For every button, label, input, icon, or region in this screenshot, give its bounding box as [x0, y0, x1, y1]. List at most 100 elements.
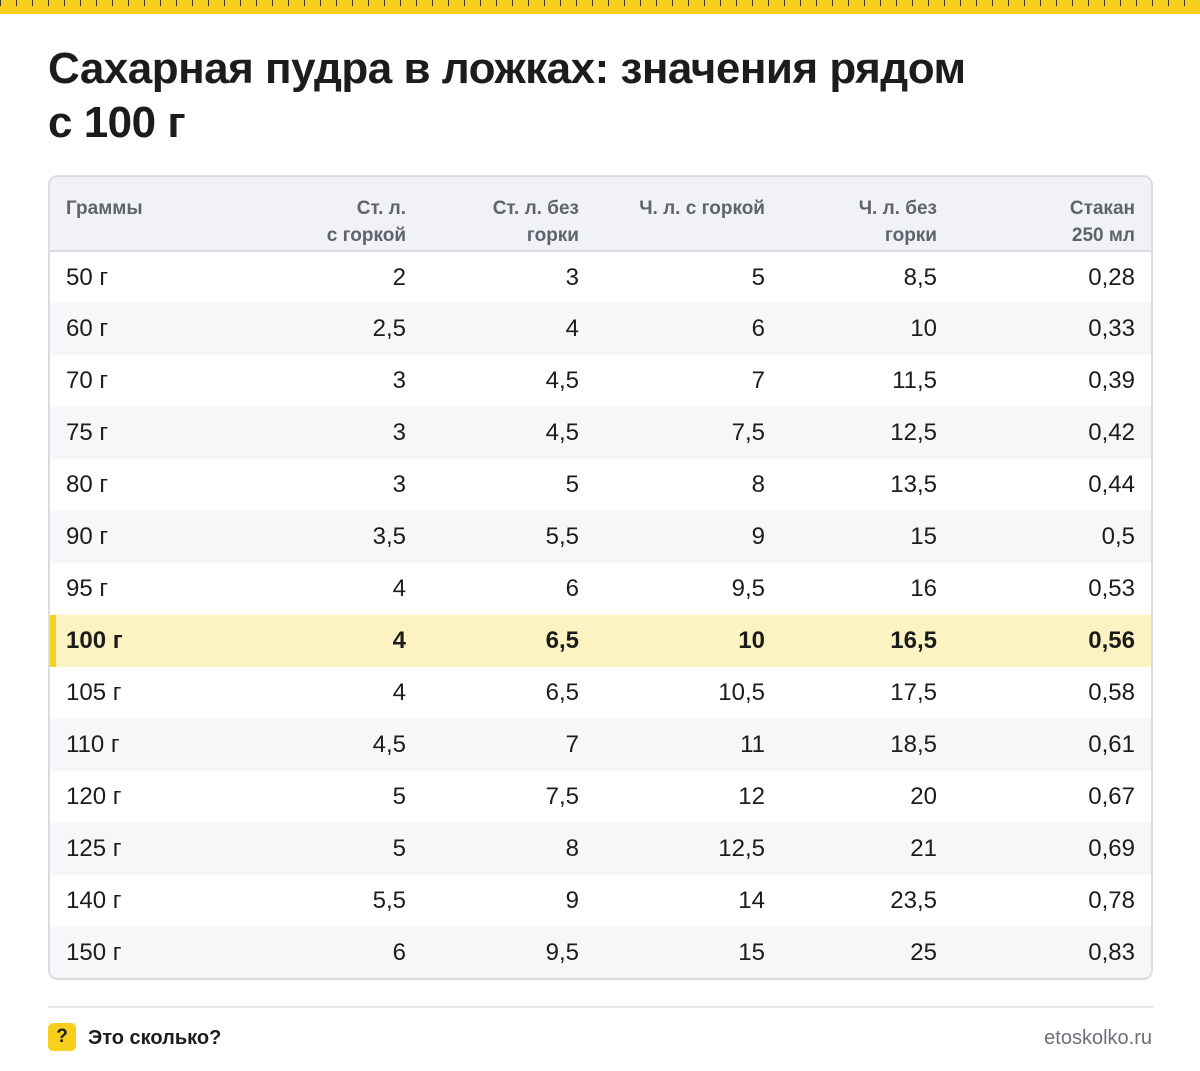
- row-grams-cell: 140 г: [66, 887, 122, 914]
- table-header-row: Граммы Ст. л. с горкой Ст. л. без горки Ч. л.…: [50, 177, 1151, 251]
- table-cell: 0,5: [1101, 523, 1135, 550]
- table-cell: 17,5: [890, 679, 937, 706]
- table-cell: 10,5: [718, 679, 765, 706]
- table-cell: 12,5: [718, 835, 765, 862]
- table-row: 60 г 2,5 4 6 10 0,33: [50, 303, 1151, 355]
- table-row: 50 г 2 3 5 8,5 0,28: [50, 251, 1151, 303]
- table-cell: 3,5: [372, 523, 406, 550]
- table-cell: 11,5: [892, 367, 937, 394]
- table-cell: 11: [740, 731, 765, 758]
- table-row: 140 г 5,5 9 14 23,5 0,78: [50, 875, 1151, 927]
- table-cell: 4: [392, 627, 406, 654]
- table-row: 80 г 3 5 8 13,5 0,44: [50, 459, 1151, 511]
- table-body: 50 г 2 3 5 8,5 0,28 60 г 2,5 4 6 10 0,33 70 г 3 4,5 7 11…: [50, 251, 1151, 978]
- column-header-line: Ч. л. с горкой: [639, 198, 765, 219]
- table-cell: 0,56: [1088, 627, 1135, 654]
- table-cell: 15: [738, 939, 765, 966]
- table-cell: 20: [910, 783, 937, 810]
- column-header-line: горки: [526, 225, 579, 246]
- table-cell: 2: [392, 263, 406, 291]
- table-cell: 4,5: [372, 731, 406, 758]
- table-cell: 3: [392, 367, 406, 394]
- table-cell: 5: [751, 263, 765, 291]
- table-cell: 3: [565, 263, 579, 291]
- table-row: 110 г 4,5 7 11 18,5 0,61: [50, 719, 1151, 771]
- table-cell: 16,5: [890, 627, 937, 654]
- table-cell: 9: [565, 887, 579, 914]
- column-header: Ч. л. без горки: [781, 177, 953, 251]
- table-row: 75 г 3 4,5 7,5 12,5 0,42: [50, 407, 1151, 459]
- table-cell: 23,5: [890, 887, 937, 914]
- table-cell: 0,53: [1088, 575, 1135, 602]
- table-cell: 7: [565, 731, 579, 758]
- table-cell: 3: [392, 419, 406, 446]
- column-header-line: Граммы: [66, 198, 143, 219]
- column-header-line: с горкой: [326, 225, 406, 246]
- table-cell: 9,5: [545, 939, 579, 966]
- brand-name: Это сколько?: [88, 1027, 222, 1049]
- table-cell: 15: [910, 523, 937, 550]
- table-cell: 3: [392, 471, 406, 498]
- table-cell: 0,33: [1088, 315, 1135, 342]
- row-grams-cell: 125 г: [66, 835, 122, 862]
- table-cell: 16: [910, 575, 937, 602]
- table-cell: 4: [392, 679, 406, 706]
- column-header-line: Стакан: [1069, 198, 1135, 219]
- table-row: 150 г 6 9,5 15 25 0,83: [50, 927, 1151, 978]
- table-cell: 0,61: [1088, 731, 1135, 758]
- table-cell: 5,5: [545, 523, 579, 550]
- table-cell: 0,44: [1088, 471, 1135, 498]
- table-cell: 6,5: [545, 679, 579, 706]
- table-row-highlighted: 100 г 4 6,5 10 16,5 0,56: [50, 615, 1151, 667]
- table-cell: 5: [392, 835, 406, 862]
- table-cell: 25: [910, 939, 937, 966]
- table-cell: 6: [565, 575, 579, 602]
- table-header: Граммы Ст. л. с горкой Ст. л. без горки Ч. л.…: [50, 177, 1151, 251]
- table-cell: 0,67: [1088, 783, 1135, 810]
- table-cell: 0,42: [1088, 419, 1135, 446]
- table-cell: 14: [738, 887, 765, 914]
- row-grams-cell: 150 г: [66, 939, 122, 966]
- table-cell: 9,5: [731, 575, 765, 602]
- row-grams-cell: 120 г: [66, 783, 122, 810]
- row-grams-cell: 70 г: [66, 367, 109, 394]
- table-cell: 6: [392, 939, 406, 966]
- table-cell: 5,5: [372, 887, 406, 914]
- table-row: 90 г 3,5 5,5 9 15 0,5: [50, 511, 1151, 563]
- footer-divider: [48, 1006, 1153, 1008]
- table-cell: 13,5: [890, 471, 937, 498]
- table-cell: 0,78: [1088, 887, 1135, 914]
- column-header-line: Ст. л.: [356, 198, 406, 219]
- table-row: 95 г 4 6 9,5 16 0,53: [50, 563, 1151, 615]
- row-grams-cell: 80 г: [66, 471, 109, 498]
- table-cell: 7,5: [731, 419, 765, 446]
- table-cell: 21: [910, 835, 937, 862]
- ruler-strip: [0, 0, 1200, 14]
- table-cell: 8: [751, 471, 765, 498]
- row-grams-cell: 95 г: [66, 575, 109, 602]
- table-cell: 4: [565, 315, 579, 342]
- column-header-line: Ч. л. без: [858, 198, 937, 219]
- row-grams-cell: 100 г: [50, 615, 250, 667]
- question-logo-icon: ?: [48, 1023, 76, 1051]
- column-header-line: Ст. л. без: [492, 198, 579, 219]
- table-cell: 0,83: [1088, 939, 1135, 966]
- table-cell: 4: [392, 575, 406, 602]
- table-cell: 5: [565, 471, 579, 498]
- row-grams-cell: 105 г: [66, 679, 122, 706]
- table-cell: 9: [751, 523, 765, 550]
- row-grams-cell: 90 г: [66, 523, 109, 550]
- table-cell: 0,69: [1088, 835, 1135, 862]
- conversion-table: Граммы Ст. л. с горкой Ст. л. без горки Ч. л.…: [50, 177, 1151, 978]
- site-url: etoskolko.ru: [1044, 1027, 1152, 1049]
- table-row: 120 г 5 7,5 12 20 0,67: [50, 771, 1151, 823]
- table-cell: 7,5: [545, 783, 579, 810]
- table-cell: 10: [738, 627, 765, 654]
- table-row: 70 г 3 4,5 7 11,5 0,39: [50, 355, 1151, 407]
- table-cell: 0,39: [1088, 367, 1135, 394]
- column-header: Стакан 250 мл: [953, 177, 1151, 251]
- page-title: Сахарная пудра в ложках: значения рядом …: [48, 42, 1098, 150]
- row-grams-cell: 110 г: [66, 731, 120, 758]
- table-cell: 6: [751, 315, 765, 342]
- conversion-table-card: Граммы Ст. л. с горкой Ст. л. без горки Ч. л.…: [48, 175, 1153, 980]
